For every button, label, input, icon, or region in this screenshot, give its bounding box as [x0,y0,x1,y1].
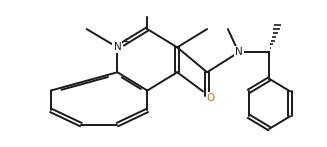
Text: N: N [113,42,121,52]
Text: +: + [123,37,129,46]
Text: O: O [206,93,215,103]
Text: N: N [235,47,243,57]
